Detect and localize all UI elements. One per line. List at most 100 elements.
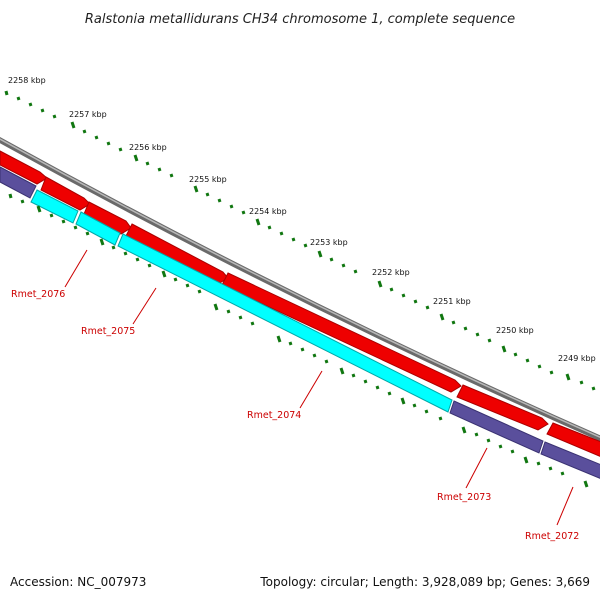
map-title: Ralstonia metallidurans CH34 chromosome … bbox=[85, 12, 515, 27]
minor-tick bbox=[549, 370, 554, 375]
gene-labels: Rmet_2076 Rmet_2075 Rmet_2074 Rmet_2073 … bbox=[11, 249, 579, 542]
minor-tick bbox=[16, 96, 21, 101]
label-leader bbox=[132, 287, 157, 325]
major-tick bbox=[400, 397, 406, 405]
minor-tick bbox=[536, 461, 541, 466]
tick-label: 2257 kbp bbox=[69, 110, 107, 119]
major-tick bbox=[276, 335, 282, 343]
minor-tick bbox=[463, 326, 468, 331]
label-leader bbox=[299, 370, 323, 409]
minor-tick bbox=[49, 213, 54, 218]
major-tick bbox=[99, 238, 105, 246]
minor-tick bbox=[250, 321, 255, 326]
minor-tick bbox=[424, 409, 429, 414]
minor-tick bbox=[241, 210, 246, 215]
minor-tick bbox=[291, 237, 296, 242]
minor-tick bbox=[413, 299, 418, 304]
label-leader bbox=[556, 486, 574, 526]
cds-feature bbox=[83, 201, 132, 235]
minor-tick bbox=[106, 141, 111, 146]
minor-tick bbox=[591, 386, 596, 391]
gene-track bbox=[0, 166, 600, 479]
minor-tick bbox=[498, 444, 503, 449]
gene-label: Rmet_2076 bbox=[11, 289, 65, 300]
tick-track: 2258 kbp 2257 kbp 2256 kbp 2255 kbp 2254… bbox=[4, 76, 596, 391]
minor-tick bbox=[267, 225, 272, 230]
minor-tick bbox=[217, 198, 222, 203]
tick-label: 2250 kbp bbox=[496, 326, 534, 335]
gene-label: Rmet_2075 bbox=[81, 326, 135, 337]
tick-label: 2256 kbp bbox=[129, 143, 167, 152]
minor-tick bbox=[451, 320, 456, 325]
minor-tick bbox=[375, 385, 380, 390]
gene-feature bbox=[0, 166, 37, 199]
major-tick bbox=[501, 345, 507, 353]
minor-tick bbox=[20, 199, 25, 204]
major-tick bbox=[565, 373, 571, 381]
major-tick bbox=[439, 313, 445, 321]
minor-tick bbox=[147, 263, 152, 268]
minor-tick bbox=[173, 277, 178, 282]
tick-label: 2254 kbp bbox=[249, 207, 287, 216]
minor-tick bbox=[475, 332, 480, 337]
minor-tick bbox=[123, 251, 128, 256]
minor-tick bbox=[145, 161, 150, 166]
backbone-track bbox=[0, 136, 600, 442]
minor-tick bbox=[197, 289, 202, 294]
minor-tick bbox=[118, 147, 123, 152]
cds-feature bbox=[456, 384, 549, 431]
tick-label: 2258 kbp bbox=[8, 76, 46, 85]
minor-tick bbox=[61, 219, 66, 224]
minor-tick bbox=[52, 114, 57, 119]
minor-tick bbox=[303, 243, 308, 248]
minor-tick bbox=[353, 269, 358, 274]
minor-tick bbox=[351, 373, 356, 378]
minor-tick bbox=[389, 287, 394, 292]
minor-tick bbox=[4, 90, 9, 96]
backbone-highlight bbox=[0, 138, 600, 439]
major-tick bbox=[461, 426, 467, 434]
minor-tick bbox=[474, 432, 479, 437]
major-tick bbox=[317, 250, 323, 258]
cds-feature bbox=[40, 176, 91, 211]
gene-feature bbox=[117, 233, 453, 413]
major-tick bbox=[133, 154, 139, 162]
minor-tick bbox=[238, 315, 243, 320]
minor-tick bbox=[513, 352, 518, 357]
tick-label: 2253 kbp bbox=[310, 238, 348, 247]
minor-tick bbox=[548, 466, 553, 471]
minor-tick bbox=[300, 347, 305, 352]
minor-tick bbox=[486, 438, 491, 443]
minor-tick bbox=[525, 358, 530, 363]
gene-label: Rmet_2073 bbox=[437, 492, 491, 503]
minor-tick bbox=[157, 167, 162, 172]
minor-tick bbox=[205, 192, 210, 197]
gene-feature bbox=[30, 189, 79, 224]
minor-tick bbox=[341, 263, 346, 268]
minor-tick bbox=[8, 193, 13, 199]
tick-label: 2255 kbp bbox=[189, 175, 227, 184]
major-tick bbox=[70, 121, 76, 129]
major-tick bbox=[193, 185, 199, 193]
major-tick bbox=[583, 480, 589, 488]
minor-tick bbox=[111, 245, 116, 250]
minor-tick bbox=[425, 305, 430, 310]
minor-tick bbox=[169, 173, 174, 178]
gene-label: Rmet_2072 bbox=[525, 531, 579, 542]
tick-label: 2251 kbp bbox=[433, 297, 471, 306]
minor-tick bbox=[487, 338, 492, 343]
minor-tick bbox=[438, 416, 443, 421]
minor-tick bbox=[579, 380, 584, 385]
minor-tick bbox=[94, 135, 99, 140]
tick-label: 2252 kbp bbox=[372, 268, 410, 277]
minor-tick bbox=[288, 341, 293, 346]
minor-tick bbox=[226, 309, 231, 314]
minor-tick bbox=[82, 129, 87, 134]
minor-tick bbox=[510, 449, 515, 454]
minor-tick bbox=[279, 231, 284, 236]
backbone-circle bbox=[0, 136, 600, 442]
minor-tick bbox=[28, 102, 33, 107]
minor-tick bbox=[85, 231, 90, 236]
minor-tick bbox=[537, 364, 542, 369]
